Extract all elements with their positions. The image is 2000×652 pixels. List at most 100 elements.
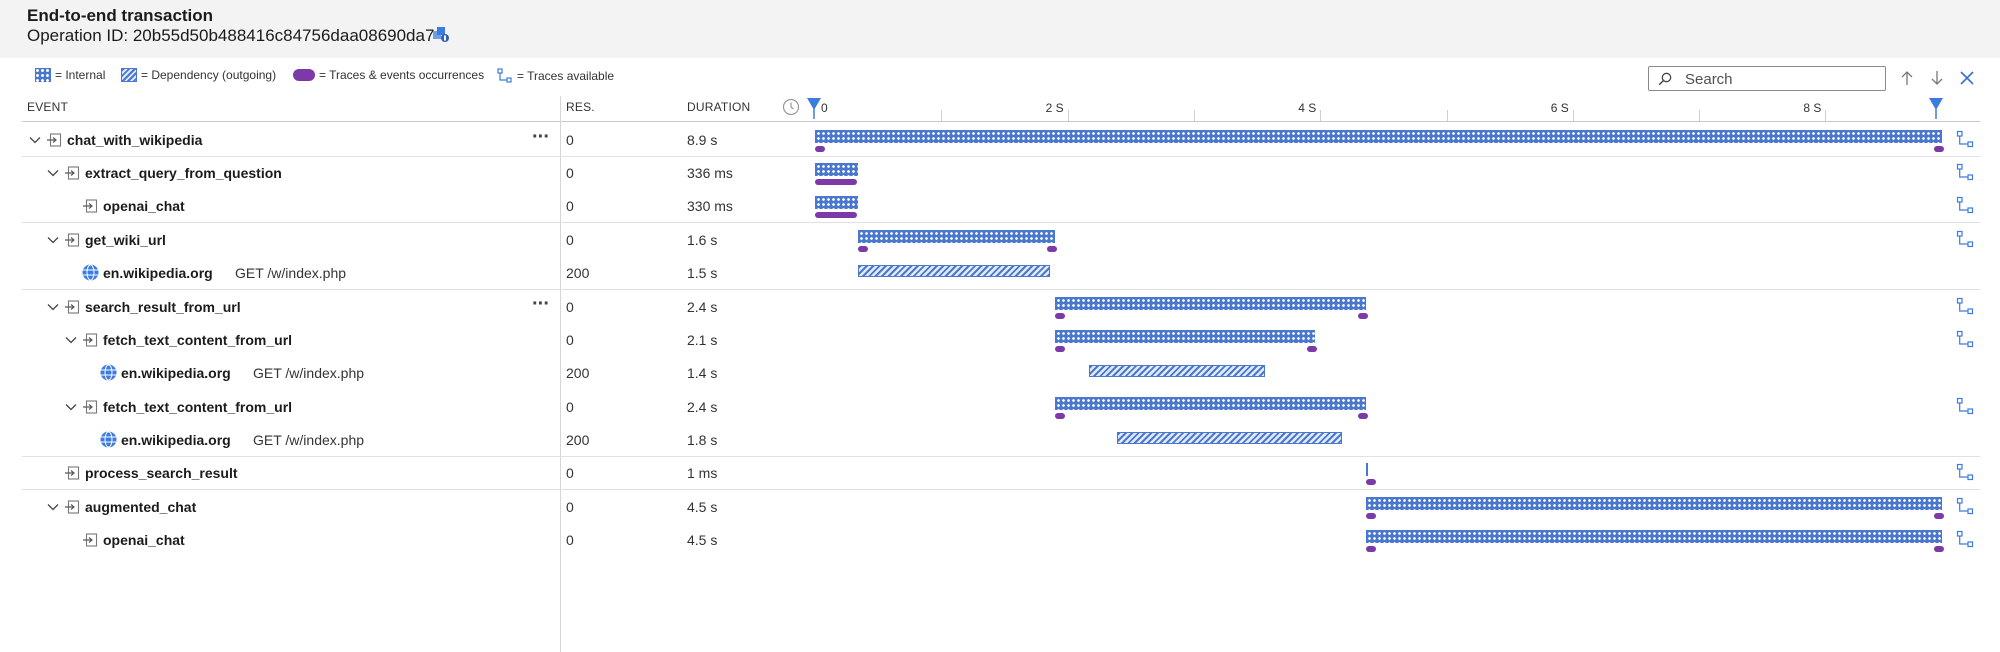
table-row[interactable]: fetch_text_content_from_url 0 2.4 s <box>22 391 1980 423</box>
dependency-bar[interactable] <box>857 265 1050 277</box>
event-name[interactable]: augmented_chat <box>85 499 197 515</box>
column-res[interactable]: RES. <box>566 100 595 114</box>
event-name[interactable]: fetch_text_content_from_url <box>103 332 293 348</box>
dependency-bar[interactable] <box>1116 432 1342 444</box>
table-row[interactable]: augmented_chat 0 4.5 s <box>22 491 1980 523</box>
trace-marker[interactable] <box>1365 513 1376 519</box>
trace-swatch-icon <box>293 69 315 81</box>
dependency-bar[interactable] <box>1089 365 1265 377</box>
row-group-divider <box>22 222 1980 223</box>
internal-bar[interactable] <box>1365 463 1368 476</box>
table-row[interactable]: chat_with_wikipedia ··· 0 8.9 s <box>22 124 1980 156</box>
chevron-down-icon[interactable] <box>46 300 60 314</box>
close-search-button[interactable] <box>1956 66 1978 90</box>
trace-marker[interactable] <box>1046 246 1057 252</box>
trace-marker[interactable] <box>1357 313 1368 319</box>
table-row[interactable]: en.wikipedia.org GET /w/index.php 200 1.4 s <box>22 357 1980 389</box>
result-code: 200 <box>566 265 590 281</box>
axis-label: 2 S <box>1045 101 1064 115</box>
event-name[interactable]: extract_query_from_question <box>85 165 282 181</box>
table-row[interactable]: en.wikipedia.org GET /w/index.php 200 1.8 s <box>22 424 1980 456</box>
table-row[interactable]: get_wiki_url 0 1.6 s <box>22 224 1980 256</box>
event-name[interactable]: openai_chat <box>103 198 185 214</box>
trace-marker[interactable] <box>1054 346 1065 352</box>
internal-bar[interactable] <box>815 163 858 176</box>
event-name[interactable]: en.wikipedia.org <box>121 365 231 381</box>
event-name[interactable]: process_search_result <box>85 465 238 481</box>
traces-available-icon[interactable] <box>1956 530 1974 548</box>
table-row[interactable]: process_search_result 0 1 ms <box>22 457 1980 489</box>
duration-value: 2.1 s <box>687 332 718 348</box>
trace-marker[interactable] <box>815 146 825 152</box>
table-row[interactable]: openai_chat 0 4.5 s <box>22 524 1980 556</box>
traces-available-icon[interactable] <box>1956 463 1974 481</box>
internal-swatch-icon <box>35 68 51 82</box>
table-row[interactable]: search_result_from_url ··· 0 2.4 s <box>22 291 1980 323</box>
more-options-button[interactable]: ··· <box>532 293 550 315</box>
timeline-end-handle[interactable] <box>1928 97 1944 119</box>
traces-available-icon[interactable] <box>1956 130 1974 148</box>
operation-icon <box>65 300 80 314</box>
internal-bar[interactable] <box>1365 497 1942 510</box>
operation-icon <box>65 233 80 247</box>
chevron-down-icon[interactable] <box>28 133 42 147</box>
internal-bar[interactable] <box>815 130 1942 143</box>
chevron-down-icon[interactable] <box>46 233 60 247</box>
chevron-down-icon[interactable] <box>46 166 60 180</box>
table-row[interactable]: openai_chat 0 330 ms <box>22 190 1980 222</box>
trace-marker[interactable] <box>815 179 857 185</box>
event-name[interactable]: en.wikipedia.org <box>121 432 231 448</box>
table-row[interactable]: extract_query_from_question 0 336 ms <box>22 157 1980 189</box>
event-name[interactable]: get_wiki_url <box>85 232 166 248</box>
internal-bar[interactable] <box>1054 297 1366 310</box>
traces-available-icon[interactable] <box>1956 230 1974 248</box>
previous-match-button[interactable] <box>1896 66 1918 90</box>
next-match-button[interactable] <box>1926 66 1948 90</box>
search-box[interactable] <box>1648 66 1886 91</box>
internal-bar[interactable] <box>1054 330 1316 343</box>
event-name[interactable]: fetch_text_content_from_url <box>103 399 293 415</box>
dependency-swatch-icon <box>121 68 137 82</box>
event-name[interactable]: chat_with_wikipedia <box>67 132 203 148</box>
event-name[interactable]: en.wikipedia.org <box>103 265 213 281</box>
globe-icon <box>100 431 117 448</box>
timeline-start-handle[interactable] <box>806 97 822 119</box>
chevron-down-icon[interactable] <box>46 500 60 514</box>
internal-bar[interactable] <box>815 196 858 209</box>
internal-bar[interactable] <box>857 230 1055 243</box>
trace-marker[interactable] <box>857 246 868 252</box>
trace-marker[interactable] <box>1365 546 1376 552</box>
traces-available-icon[interactable] <box>1956 397 1974 415</box>
chevron-down-icon[interactable] <box>64 400 78 414</box>
trace-marker[interactable] <box>1307 346 1318 352</box>
column-event[interactable]: EVENT <box>27 100 69 114</box>
reset-timeline-icon[interactable] <box>782 98 800 116</box>
trace-marker[interactable] <box>1365 479 1376 485</box>
trace-marker[interactable] <box>1054 313 1065 319</box>
operation-icon <box>65 166 80 180</box>
internal-bar[interactable] <box>1365 530 1942 543</box>
traces-available-icon[interactable] <box>1956 330 1974 348</box>
traces-available-icon[interactable] <box>1956 497 1974 515</box>
chevron-down-icon[interactable] <box>64 333 78 347</box>
table-row[interactable]: en.wikipedia.org GET /w/index.php 200 1.5 s <box>22 257 1980 289</box>
trace-marker[interactable] <box>1357 413 1368 419</box>
traces-available-icon[interactable] <box>1956 196 1974 214</box>
column-duration[interactable]: DURATION <box>687 100 751 114</box>
table-row[interactable]: fetch_text_content_from_url 0 2.1 s <box>22 324 1980 356</box>
copy-insights-icon[interactable] <box>432 25 450 43</box>
trace-marker[interactable] <box>1933 146 1944 152</box>
event-name[interactable]: openai_chat <box>103 532 185 548</box>
traces-available-icon[interactable] <box>1956 163 1974 181</box>
trace-marker[interactable] <box>1933 546 1944 552</box>
trace-marker[interactable] <box>1933 513 1944 519</box>
result-code: 0 <box>566 232 574 248</box>
event-name[interactable]: search_result_from_url <box>85 299 241 315</box>
more-options-button[interactable]: ··· <box>532 126 550 148</box>
trace-marker[interactable] <box>815 212 857 218</box>
internal-bar[interactable] <box>1054 397 1366 410</box>
traces-available-icon[interactable] <box>1956 297 1974 315</box>
search-input[interactable] <box>1683 69 1883 90</box>
axis-label: 4 S <box>1298 101 1317 115</box>
trace-marker[interactable] <box>1054 413 1065 419</box>
